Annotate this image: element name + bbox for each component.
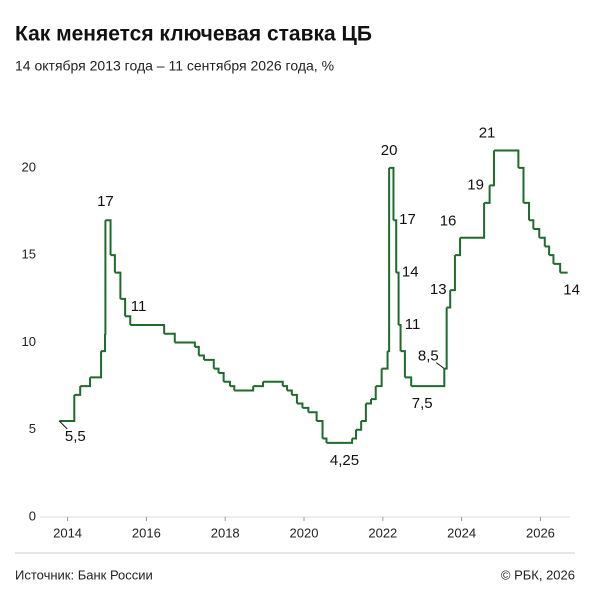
- rate-step: [446, 290, 452, 309]
- rate-step: [387, 167, 391, 353]
- rate-step: [296, 402, 304, 408]
- x-tick-label: 2024: [447, 525, 476, 540]
- rate-step: [74, 386, 82, 396]
- annotation: 4,25: [330, 452, 359, 469]
- rate-step: [398, 324, 402, 352]
- rate-step: [218, 372, 225, 382]
- x-tick-label: 2020: [290, 525, 319, 540]
- rate-step: [90, 351, 103, 379]
- annotation: 21: [479, 124, 496, 141]
- rate-step: [130, 324, 166, 334]
- annotation: 11: [405, 316, 421, 333]
- rate-step: [553, 262, 562, 273]
- rate-step: [174, 341, 196, 347]
- rate-step: [375, 368, 383, 388]
- rate-step: [444, 307, 448, 370]
- annotation: 16: [440, 213, 457, 230]
- annotation: 14: [402, 264, 419, 281]
- rate-step: [493, 149, 520, 168]
- rate-step: [316, 420, 324, 439]
- rate-step: [352, 429, 358, 440]
- annotation: 5,5: [65, 428, 86, 445]
- rate-step: [234, 386, 255, 392]
- rate-step: [105, 219, 112, 256]
- rate-step: [125, 315, 132, 325]
- rate-step: [164, 332, 176, 343]
- source: Источник: Банк России: [15, 567, 153, 582]
- annotation: 7,5: [412, 395, 433, 412]
- rate-step: [229, 385, 236, 391]
- rate-step: [529, 219, 535, 229]
- rate-step: [518, 166, 525, 203]
- annotation: 17: [97, 193, 114, 210]
- rate-step: [371, 386, 377, 401]
- y-tick-label: 15: [22, 247, 36, 262]
- rate-step: [544, 245, 551, 256]
- rate-step: [539, 236, 546, 247]
- rate-step: [326, 438, 354, 444]
- rate-step: [381, 351, 389, 370]
- rate-step: [411, 368, 446, 388]
- rate-step: [454, 237, 462, 257]
- x-tick-label: 2018: [211, 525, 240, 540]
- rate-step: [59, 394, 76, 422]
- rate-step: [365, 399, 373, 405]
- x-tick-label: 2026: [526, 525, 555, 540]
- rate-step: [263, 380, 284, 387]
- rate-step: [393, 219, 398, 273]
- rate-step: [322, 437, 328, 443]
- x-tick-label: 2016: [132, 525, 161, 540]
- rate-step: [450, 255, 456, 292]
- rate-step: [110, 254, 116, 273]
- annotation: 8,5: [418, 348, 439, 365]
- rate-step: [302, 406, 310, 413]
- y-tick-label: 0: [29, 508, 36, 523]
- rate-step: [223, 380, 231, 387]
- rate-step: [533, 228, 541, 238]
- y-tick-label: 5: [29, 421, 36, 436]
- rate-step: [308, 411, 318, 421]
- rate-step: [194, 345, 200, 356]
- annotation-leader: [58, 420, 68, 430]
- copyright: © РБК, 2026: [501, 567, 575, 582]
- rate-step: [404, 376, 413, 387]
- annotation: 20: [381, 142, 398, 159]
- rate-step: [396, 271, 400, 325]
- rate-step: [253, 381, 265, 388]
- rate-step: [400, 350, 406, 378]
- rate-step: [460, 202, 486, 239]
- rate-step: [549, 254, 555, 264]
- rate-step: [361, 403, 367, 422]
- rate-step: [213, 367, 220, 373]
- annotation: 11: [131, 298, 147, 315]
- annotation: 13: [430, 281, 447, 298]
- annotation-leader: [435, 362, 445, 370]
- rate-step: [389, 166, 395, 221]
- rate-step: [523, 201, 531, 221]
- x-tick-label: 2022: [368, 525, 397, 540]
- rate-step: [484, 185, 491, 204]
- rate-step: [101, 333, 107, 353]
- y-tick-label: 20: [22, 159, 36, 174]
- annotation: 19: [467, 176, 484, 193]
- rate-step: [291, 393, 298, 404]
- annotation: 14: [563, 282, 580, 299]
- rate-step: [80, 377, 92, 388]
- rate-step: [120, 297, 127, 317]
- rate-step: [203, 358, 215, 369]
- rate-step: [198, 354, 205, 360]
- rate-step: [282, 385, 289, 391]
- rate-step: [489, 150, 495, 187]
- rate-step: [287, 389, 293, 395]
- annotation: 17: [399, 211, 416, 228]
- x-tick-label: 2014: [53, 525, 82, 540]
- rate-step: [356, 421, 363, 431]
- chart-title: Как меняется ключевая ставка ЦБ: [15, 23, 372, 46]
- y-tick-label: 10: [22, 334, 36, 349]
- rate-step: [114, 271, 122, 299]
- chart-subtitle: 14 октября 2013 года – 11 сентября 2026 …: [15, 58, 334, 74]
